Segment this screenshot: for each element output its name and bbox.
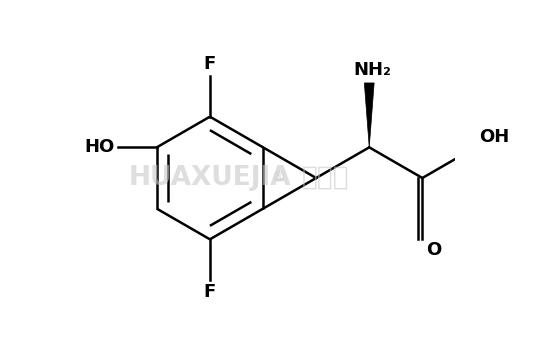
Text: HUAXUEJIA: HUAXUEJIA (129, 165, 291, 191)
Polygon shape (365, 83, 374, 147)
Text: OH: OH (479, 127, 509, 146)
Text: NH₂: NH₂ (354, 62, 391, 79)
Text: ®: ® (271, 171, 285, 185)
Text: HO: HO (85, 138, 115, 156)
Text: F: F (204, 55, 216, 73)
Text: 化学加: 化学加 (302, 165, 349, 191)
Text: F: F (204, 283, 216, 301)
Text: O: O (426, 241, 441, 259)
